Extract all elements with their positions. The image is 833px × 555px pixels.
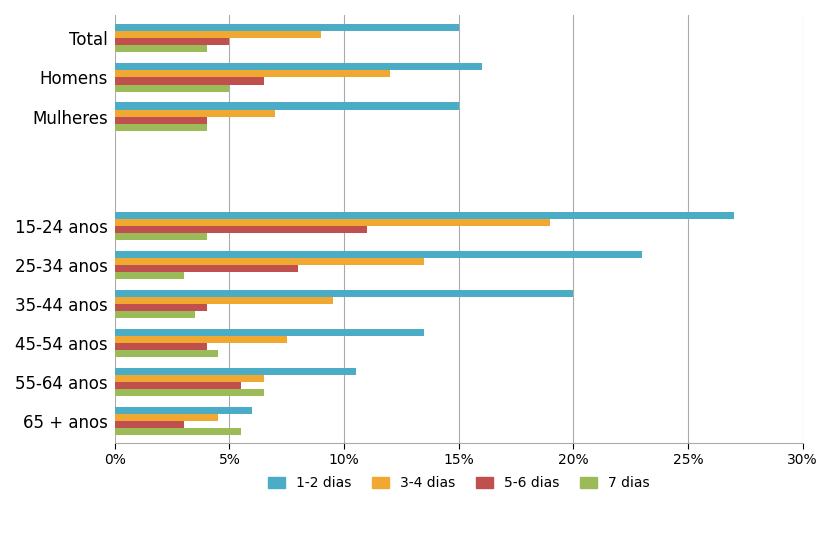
Bar <box>115 84 229 92</box>
Bar <box>115 258 424 265</box>
Bar <box>115 375 264 382</box>
Legend: 1-2 dias, 3-4 dias, 5-6 dias, 7 dias: 1-2 dias, 3-4 dias, 5-6 dias, 7 dias <box>262 471 655 496</box>
Bar <box>115 109 276 117</box>
Bar <box>115 290 573 297</box>
Bar <box>115 297 332 304</box>
Bar <box>115 336 287 343</box>
Bar <box>115 46 207 53</box>
Bar <box>115 233 207 240</box>
Bar <box>115 219 551 226</box>
Bar <box>115 251 642 258</box>
Bar <box>115 304 207 311</box>
Bar <box>115 389 264 396</box>
Bar <box>115 350 218 357</box>
Bar <box>115 414 218 421</box>
Bar <box>115 382 241 389</box>
Bar <box>115 226 367 233</box>
Bar <box>115 265 298 272</box>
Bar <box>115 421 183 428</box>
Bar <box>115 78 264 84</box>
Bar <box>115 368 356 375</box>
Bar <box>115 103 459 109</box>
Bar <box>115 212 734 219</box>
Bar <box>115 24 459 32</box>
Bar <box>115 124 207 130</box>
Bar <box>115 407 252 414</box>
Bar <box>115 329 424 336</box>
Bar <box>115 343 207 350</box>
Bar <box>115 311 195 318</box>
Bar <box>115 428 241 435</box>
Bar <box>115 117 207 124</box>
Bar <box>115 70 390 78</box>
Bar <box>115 38 229 46</box>
Bar <box>115 63 481 70</box>
Bar <box>115 32 322 38</box>
Bar <box>115 272 183 279</box>
